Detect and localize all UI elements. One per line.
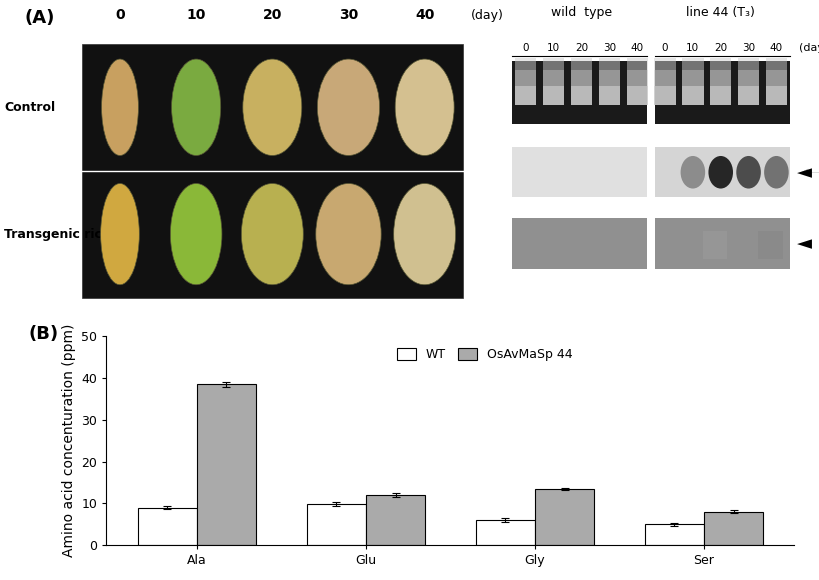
- Bar: [307, 504, 366, 545]
- Bar: [599, 70, 620, 86]
- Text: 10: 10: [686, 44, 699, 53]
- Text: 0: 0: [523, 44, 529, 53]
- Bar: [710, 70, 731, 86]
- Bar: [655, 218, 790, 269]
- Bar: [710, 58, 731, 71]
- Bar: [738, 70, 759, 86]
- Ellipse shape: [242, 59, 302, 155]
- Bar: [627, 86, 648, 105]
- Text: (B): (B): [29, 325, 59, 343]
- Ellipse shape: [172, 59, 221, 155]
- Ellipse shape: [316, 183, 381, 285]
- Text: (day): (day): [471, 9, 504, 22]
- Bar: [543, 86, 564, 105]
- Ellipse shape: [736, 156, 761, 188]
- Text: 20: 20: [575, 44, 588, 53]
- Bar: [599, 58, 620, 71]
- Bar: [654, 70, 676, 86]
- Text: line 44 (T₃): line 44 (T₃): [686, 6, 755, 19]
- Text: ◄: ◄: [797, 234, 812, 253]
- Bar: [703, 231, 727, 259]
- Ellipse shape: [242, 183, 303, 285]
- Bar: [515, 70, 536, 86]
- Bar: [738, 86, 759, 105]
- Bar: [515, 86, 536, 105]
- Text: 30: 30: [603, 44, 616, 53]
- Bar: [476, 520, 535, 545]
- Bar: [654, 58, 676, 71]
- Text: wild  type: wild type: [551, 6, 612, 19]
- Bar: [543, 70, 564, 86]
- Bar: [366, 495, 425, 545]
- Text: 40: 40: [770, 44, 783, 53]
- Bar: [704, 512, 763, 545]
- Bar: [138, 508, 197, 545]
- Text: Control: Control: [4, 101, 55, 114]
- Bar: [655, 147, 790, 197]
- Bar: [571, 58, 592, 71]
- Ellipse shape: [394, 183, 455, 285]
- Text: 0: 0: [662, 44, 668, 53]
- Bar: [515, 58, 536, 71]
- Bar: [682, 86, 704, 105]
- Bar: [627, 70, 648, 86]
- Legend: WT, OsAvMaSp 44: WT, OsAvMaSp 44: [392, 343, 577, 367]
- Bar: [599, 86, 620, 105]
- Text: 0: 0: [115, 8, 124, 22]
- Text: 40: 40: [415, 8, 434, 22]
- Text: 10: 10: [187, 8, 206, 22]
- Text: (days): (days): [799, 44, 819, 53]
- Bar: [512, 61, 647, 124]
- Bar: [535, 489, 594, 545]
- Bar: [766, 86, 787, 105]
- Bar: [655, 61, 790, 124]
- Text: 20: 20: [714, 44, 727, 53]
- Text: (A): (A): [25, 9, 55, 27]
- Text: 10: 10: [547, 44, 560, 53]
- Ellipse shape: [764, 156, 789, 188]
- Bar: [543, 58, 564, 71]
- Bar: [654, 86, 676, 105]
- Ellipse shape: [170, 183, 222, 285]
- Bar: [766, 58, 787, 71]
- Ellipse shape: [317, 59, 379, 155]
- Bar: [571, 70, 592, 86]
- Bar: [766, 70, 787, 86]
- Bar: [512, 147, 647, 197]
- Ellipse shape: [708, 156, 733, 188]
- Text: 30: 30: [742, 44, 755, 53]
- Bar: [627, 58, 648, 71]
- Bar: [758, 231, 783, 259]
- Bar: [738, 58, 759, 71]
- Text: Transgenic rice: Transgenic rice: [4, 227, 111, 241]
- Ellipse shape: [102, 59, 138, 155]
- Bar: [682, 70, 704, 86]
- Text: 30: 30: [339, 8, 358, 22]
- Bar: [197, 385, 256, 545]
- Bar: [645, 524, 704, 545]
- Bar: [710, 86, 731, 105]
- Bar: [682, 58, 704, 71]
- Bar: [731, 231, 755, 259]
- Ellipse shape: [395, 59, 454, 155]
- Bar: [82, 44, 463, 298]
- Text: ◄: ◄: [797, 163, 812, 182]
- Bar: [571, 86, 592, 105]
- Bar: [512, 218, 647, 269]
- Ellipse shape: [681, 156, 705, 188]
- Y-axis label: Amino acid concenturation (ppm): Amino acid concenturation (ppm): [62, 324, 76, 557]
- Text: 40: 40: [631, 44, 644, 53]
- Ellipse shape: [101, 183, 139, 285]
- Text: 20: 20: [263, 8, 282, 22]
